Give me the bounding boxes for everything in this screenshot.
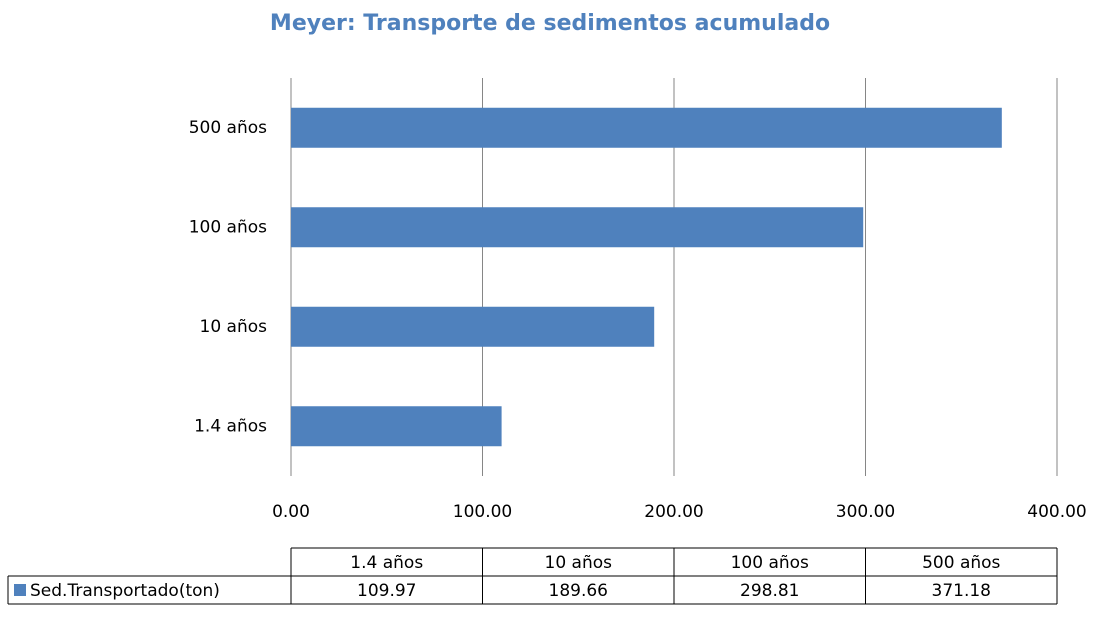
table-header: 500 años: [922, 553, 1000, 573]
table-value: 298.81: [740, 581, 799, 601]
y-tick-label: 1.4 años: [194, 416, 267, 436]
table-header: 1.4 años: [350, 553, 423, 573]
table-value: 189.66: [549, 581, 608, 601]
legend-swatch: [14, 584, 26, 596]
legend-label: Sed.Transportado(ton): [30, 581, 220, 601]
chart-title: Meyer: Transporte de sedimentos acumulad…: [270, 11, 830, 36]
y-tick-label: 10 años: [200, 317, 268, 337]
x-tick-label: 200.00: [644, 502, 703, 522]
x-tick-label: 400.00: [1027, 502, 1086, 522]
bar: [291, 406, 502, 447]
x-tick-label: 300.00: [836, 502, 895, 522]
table-value: 371.18: [932, 581, 991, 601]
table-header: 100 años: [731, 553, 809, 573]
table-header: 10 años: [545, 553, 613, 573]
bar: [291, 207, 864, 248]
bar: [291, 306, 655, 347]
bar: [291, 107, 1002, 148]
y-tick-label: 500 años: [189, 118, 267, 138]
x-tick-label: 0.00: [272, 502, 310, 522]
table-value: 109.97: [357, 581, 416, 601]
y-tick-label: 100 años: [189, 217, 267, 237]
x-tick-label: 100.00: [453, 502, 512, 522]
